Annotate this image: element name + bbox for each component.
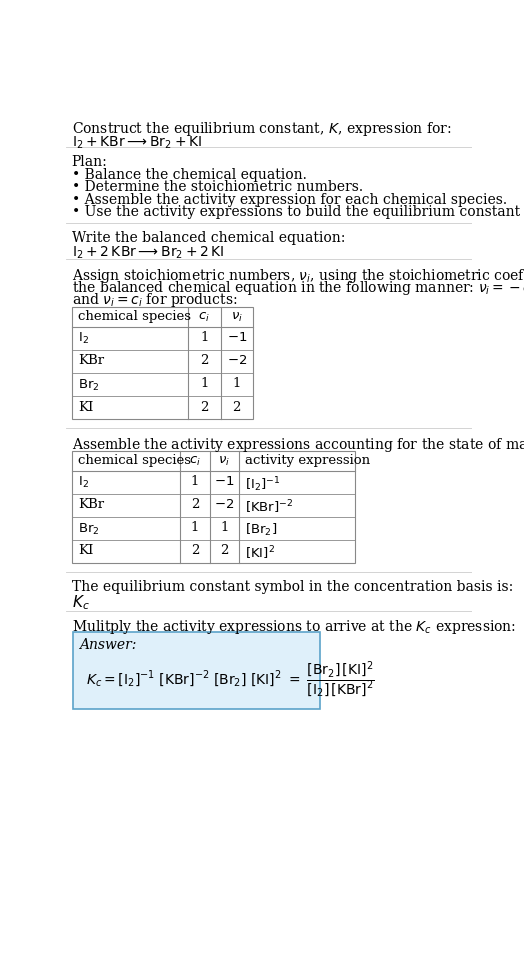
Text: Construct the equilibrium constant, $K$, expression for:: Construct the equilibrium constant, $K$,… [72,121,451,138]
Text: • Determine the stoichiometric numbers.: • Determine the stoichiometric numbers. [72,180,363,194]
Text: • Balance the chemical equation.: • Balance the chemical equation. [72,168,307,182]
Text: 1: 1 [220,522,228,534]
Text: $[\mathrm{I_2}]^{-1}$: $[\mathrm{I_2}]^{-1}$ [245,476,281,494]
Text: $[\mathrm{KI}]^2$: $[\mathrm{KI}]^2$ [245,545,275,562]
Text: activity expression: activity expression [245,455,370,467]
Text: $[\mathrm{Br_2}]$: $[\mathrm{Br_2}]$ [245,522,278,538]
Text: $-2$: $-2$ [214,499,234,511]
Text: The equilibrium constant symbol in the concentration basis is:: The equilibrium constant symbol in the c… [72,580,513,594]
Text: 2: 2 [191,499,199,511]
Text: the balanced chemical equation in the following manner: $\nu_i = -c_i$ for react: the balanced chemical equation in the fo… [72,278,524,297]
Text: $-2$: $-2$ [227,354,247,367]
Text: Assemble the activity expressions accounting for the state of matter and $\nu_i$: Assemble the activity expressions accoun… [72,436,524,454]
Text: $[\mathrm{KBr}]^{-2}$: $[\mathrm{KBr}]^{-2}$ [245,499,293,516]
Bar [72,306,253,419]
Text: 2: 2 [200,354,209,367]
Text: $-1$: $-1$ [226,331,247,345]
Text: $K_c$: $K_c$ [72,593,90,612]
Text: KI: KI [78,545,93,558]
Text: • Assemble the activity expression for each chemical species.: • Assemble the activity expression for e… [72,192,507,207]
Text: Plan:: Plan: [72,155,107,168]
Text: chemical species: chemical species [78,310,191,323]
Text: $\mathrm{I_2}$: $\mathrm{I_2}$ [78,331,89,346]
Text: $c_i$: $c_i$ [189,455,201,468]
Text: Answer:: Answer: [80,638,137,653]
Text: $\mathrm{I_2 + KBr \longrightarrow Br_2 + KI}$: $\mathrm{I_2 + KBr \longrightarrow Br_2 … [72,135,202,151]
Text: $K_c = [\mathrm{I_2}]^{-1}$ $[\mathrm{KBr}]^{-2}$ $[\mathrm{Br_2}]$ $[\mathrm{KI: $K_c = [\mathrm{I_2}]^{-1}$ $[\mathrm{KB… [85,659,374,700]
FancyBboxPatch shape [73,633,320,709]
Text: • Use the activity expressions to build the equilibrium constant expression.: • Use the activity expressions to build … [72,205,524,219]
Text: $\mathrm{I_2}$: $\mathrm{I_2}$ [78,476,89,490]
Text: $-1$: $-1$ [214,476,235,488]
Text: Assign stoichiometric numbers, $\nu_i$, using the stoichiometric coefficients, $: Assign stoichiometric numbers, $\nu_i$, … [72,267,524,284]
Text: 2: 2 [191,545,199,558]
Text: and $\nu_i = c_i$ for products:: and $\nu_i = c_i$ for products: [72,291,237,309]
Text: $\mathrm{Br_2}$: $\mathrm{Br_2}$ [78,522,100,537]
Text: $\nu_i$: $\nu_i$ [231,310,243,323]
Bar [72,451,355,563]
Text: Write the balanced chemical equation:: Write the balanced chemical equation: [72,231,345,245]
Text: 1: 1 [200,377,209,390]
Text: $\mathrm{Br_2}$: $\mathrm{Br_2}$ [78,377,100,392]
Text: $\nu_i$: $\nu_i$ [219,455,231,468]
Text: 1: 1 [191,522,199,534]
Text: 1: 1 [200,331,209,345]
Text: Mulitply the activity expressions to arrive at the $K_c$ expression:: Mulitply the activity expressions to arr… [72,618,516,636]
Text: $c_i$: $c_i$ [198,310,210,323]
Text: 2: 2 [233,401,241,413]
Text: KBr: KBr [78,499,104,511]
Text: KBr: KBr [78,354,104,367]
Text: 2: 2 [200,401,209,413]
Text: 1: 1 [233,377,241,390]
Text: 1: 1 [191,476,199,488]
Text: 2: 2 [220,545,228,558]
Text: KI: KI [78,401,93,413]
Text: chemical species: chemical species [78,455,191,467]
Text: $\mathrm{I_2 + 2\,KBr \longrightarrow Br_2 + 2\,KI}$: $\mathrm{I_2 + 2\,KBr \longrightarrow Br… [72,245,224,261]
